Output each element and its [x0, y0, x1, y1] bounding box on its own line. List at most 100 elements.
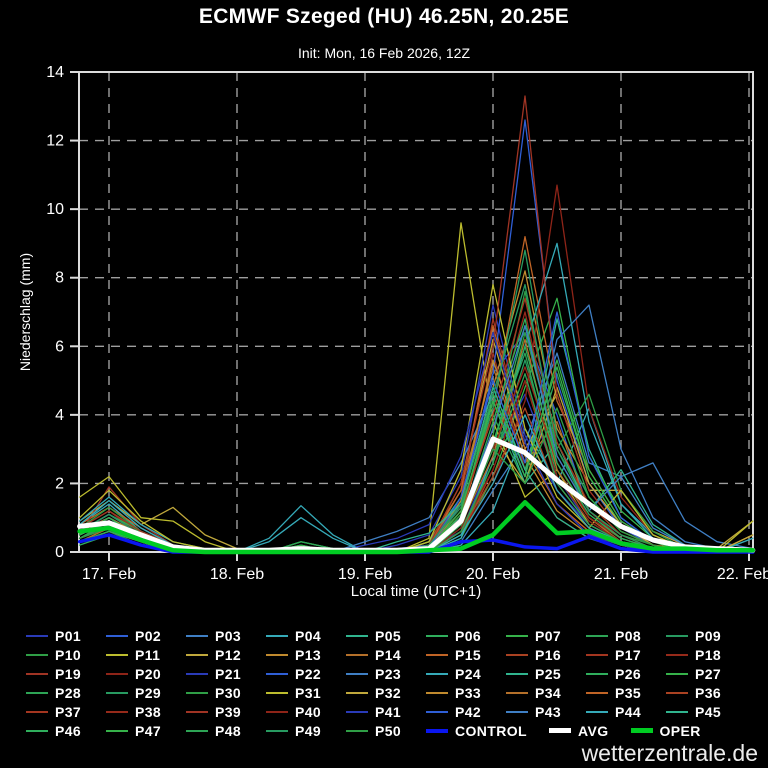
- legend-swatch: [346, 691, 368, 694]
- legend-swatch: [426, 710, 448, 713]
- legend-label: P24: [455, 665, 482, 682]
- legend-label: P41: [375, 703, 402, 720]
- series-p14: [78, 366, 754, 553]
- y-tick-label: 4: [55, 407, 64, 424]
- legend-item-p14: P14: [346, 645, 426, 664]
- series-p43: [78, 325, 754, 553]
- legend-swatch: [186, 710, 208, 713]
- legend-label: P04: [295, 627, 322, 644]
- legend-swatch: [186, 653, 208, 656]
- legend-label: P26: [615, 665, 642, 682]
- legend-swatch: [666, 672, 688, 675]
- legend-swatch: [186, 672, 208, 675]
- legend-item-p32: P32: [346, 683, 426, 702]
- legend-swatch: [346, 729, 368, 732]
- y-tick-label: 2: [55, 475, 64, 492]
- legend-swatch: [186, 729, 208, 732]
- series-p46: [78, 345, 754, 553]
- legend-label: P18: [695, 646, 722, 663]
- legend-swatch: [266, 729, 288, 732]
- legend-label: P45: [695, 703, 722, 720]
- legend-label: P48: [215, 722, 242, 739]
- y-tick-label: 8: [55, 270, 64, 287]
- legend-swatch: [26, 710, 48, 713]
- legend-item-p40: P40: [266, 702, 346, 721]
- legend-swatch: [666, 634, 688, 637]
- legend-swatch: [426, 728, 448, 733]
- legend-label: P08: [615, 627, 642, 644]
- legend-label: P11: [135, 646, 161, 663]
- legend-swatch: [506, 710, 528, 713]
- legend-swatch: [506, 691, 528, 694]
- legend-item-p35: P35: [586, 683, 666, 702]
- legend-swatch: [346, 634, 368, 637]
- legend-label: P20: [135, 665, 162, 682]
- legend-label: P19: [55, 665, 82, 682]
- legend-swatch: [346, 710, 368, 713]
- legend-item-p23: P23: [346, 664, 426, 683]
- series-p34: [78, 338, 754, 553]
- series-p35: [78, 325, 754, 553]
- legend-item-p28: P28: [26, 683, 106, 702]
- legend-label: P32: [375, 684, 402, 701]
- x-tick-label: 18. Feb: [210, 566, 264, 583]
- legend-item-p13: P13: [266, 645, 346, 664]
- legend-item-p38: P38: [106, 702, 186, 721]
- legend-swatch: [26, 729, 48, 732]
- legend-swatch: [186, 691, 208, 694]
- legend-swatch: [266, 653, 288, 656]
- legend-label: P14: [375, 646, 402, 663]
- legend-item-p31: P31: [266, 683, 346, 702]
- legend-label: P05: [375, 627, 402, 644]
- series-oper: [77, 500, 756, 555]
- legend-item-p46: P46: [26, 721, 106, 740]
- legend-item-p47: P47: [106, 721, 186, 740]
- legend-item-p44: P44: [586, 702, 666, 721]
- legend-label: CONTROL: [455, 722, 528, 739]
- legend-swatch: [106, 729, 128, 732]
- y-tick-label: 0: [55, 544, 64, 561]
- legend-swatch: [106, 672, 128, 675]
- legend-item-p07: P07: [506, 626, 586, 645]
- legend-label: P17: [615, 646, 642, 663]
- legend-item-p02: P02: [106, 626, 186, 645]
- series-p15: [78, 235, 754, 553]
- legend-swatch: [26, 672, 48, 675]
- legend-label: P39: [215, 703, 242, 720]
- y-tick-label: 10: [46, 201, 64, 218]
- x-tick-label: 22. Feb: [717, 566, 768, 583]
- legend-swatch: [586, 672, 608, 675]
- legend-swatch: [186, 634, 208, 637]
- legend-swatch: [666, 691, 688, 694]
- legend-item-p49: P49: [266, 721, 346, 740]
- legend-item-p15: P15: [426, 645, 506, 664]
- legend-swatch: [630, 728, 653, 733]
- series-p22: [78, 119, 754, 553]
- legend-swatch: [26, 691, 48, 694]
- legend-swatch: [266, 691, 288, 694]
- series-p13: [78, 270, 754, 553]
- legend-label: P38: [135, 703, 162, 720]
- legend-item-p22: P22: [266, 664, 346, 683]
- series-p12: [78, 338, 754, 553]
- legend-item-p08: P08: [586, 626, 666, 645]
- legend-item-p21: P21: [186, 664, 266, 683]
- x-tick-label: 20. Feb: [466, 566, 520, 583]
- watermark: wetterzentrale.de: [581, 740, 758, 766]
- series-p06: [78, 325, 754, 553]
- legend-item-oper: OPER: [630, 721, 701, 740]
- legend-swatch: [266, 634, 288, 637]
- legend-item-p16: P16: [506, 645, 586, 664]
- legend-label: P29: [135, 684, 162, 701]
- legend-item-p27: P27: [666, 664, 746, 683]
- legend-item-p50: P50: [346, 721, 426, 740]
- legend-item-p17: P17: [586, 645, 666, 664]
- legend-swatch: [666, 710, 688, 713]
- legend-item-p33: P33: [426, 683, 506, 702]
- legend-item-p39: P39: [186, 702, 266, 721]
- legend-swatch: [26, 653, 48, 656]
- legend-swatch: [426, 653, 448, 656]
- series-p38: [78, 366, 754, 553]
- legend-label: P42: [455, 703, 482, 720]
- legend-item-p37: P37: [26, 702, 106, 721]
